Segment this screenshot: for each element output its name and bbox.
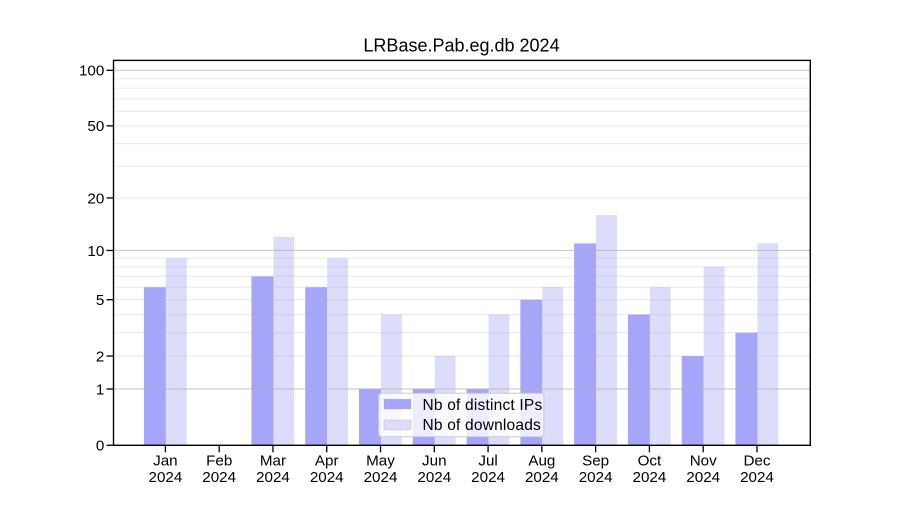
svg-text:2024: 2024: [471, 469, 505, 486]
svg-text:2024: 2024: [417, 469, 451, 486]
svg-text:2024: 2024: [525, 469, 559, 486]
svg-text:LRBase.Pab.eg.db 2024: LRBase.Pab.eg.db 2024: [363, 36, 559, 56]
svg-text:Sep: Sep: [582, 453, 609, 470]
svg-text:Mar: Mar: [260, 453, 286, 470]
svg-text:2024: 2024: [579, 469, 613, 486]
svg-text:Jan: Jan: [153, 453, 178, 470]
svg-text:Aug: Aug: [528, 453, 555, 470]
svg-text:2024: 2024: [149, 469, 183, 486]
svg-text:2024: 2024: [202, 469, 236, 486]
svg-text:20: 20: [87, 190, 104, 207]
svg-text:5: 5: [96, 292, 104, 309]
svg-text:Nov: Nov: [690, 453, 717, 470]
svg-text:Jun: Jun: [422, 453, 447, 470]
svg-text:0: 0: [96, 438, 104, 455]
svg-text:Nb of downloads: Nb of downloads: [423, 417, 542, 434]
svg-text:Jul: Jul: [478, 453, 497, 470]
svg-text:Dec: Dec: [743, 453, 770, 470]
svg-text:50: 50: [87, 118, 104, 135]
svg-text:Nb of distinct IPs: Nb of distinct IPs: [423, 397, 543, 414]
svg-text:Apr: Apr: [315, 453, 339, 470]
svg-text:May: May: [366, 453, 395, 470]
svg-text:2: 2: [96, 348, 104, 365]
svg-text:2024: 2024: [740, 469, 774, 486]
svg-text:2024: 2024: [310, 469, 344, 486]
svg-text:2024: 2024: [364, 469, 398, 486]
svg-text:2024: 2024: [256, 469, 290, 486]
svg-text:100: 100: [79, 63, 104, 80]
svg-text:Feb: Feb: [206, 453, 232, 470]
svg-text:2024: 2024: [633, 469, 667, 486]
svg-text:Oct: Oct: [638, 453, 662, 470]
svg-text:10: 10: [87, 243, 104, 260]
svg-text:2024: 2024: [686, 469, 720, 486]
svg-text:1: 1: [96, 381, 104, 398]
